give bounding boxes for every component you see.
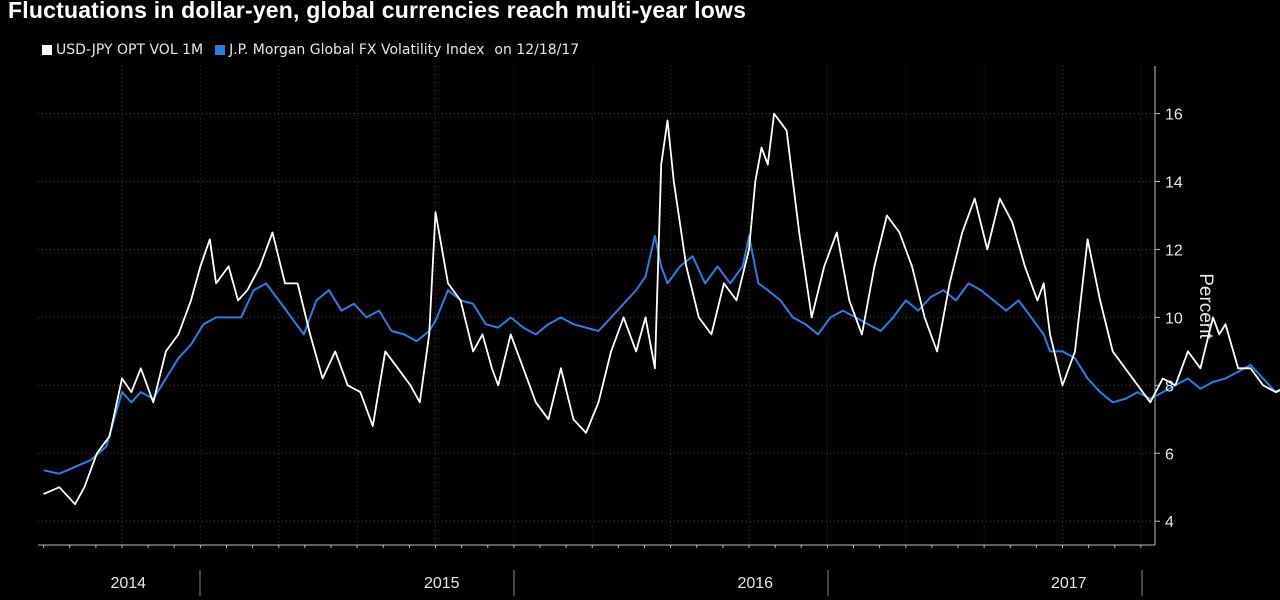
gridlines (38, 66, 1155, 545)
y-tick-label-14: 14 (1165, 175, 1183, 192)
y-tick-label-6: 6 (1165, 446, 1174, 463)
y-axis-title: Percent (1195, 273, 1216, 339)
legend-swatch-blue (215, 45, 226, 55)
legend-swatch-white (42, 45, 52, 55)
series-line-usd-jpy (43, 112, 1280, 506)
axis-labels: 4 6 8 10 12 14 16 2014 2015 2016 2017 Percent (110, 107, 1216, 592)
axes (38, 66, 1160, 596)
y-tick-label-10: 10 (1165, 310, 1183, 327)
legend-item-usd-jpy: USD-JPY OPT VOL 1M (42, 42, 203, 58)
year-label-2016: 2016 (737, 575, 773, 592)
legend-label-usd-jpy: USD-JPY OPT VOL 1M (56, 42, 204, 58)
year-label-2017: 2017 (1051, 575, 1087, 592)
year-label-2014: 2014 (110, 575, 146, 592)
y-tick-label-12: 12 (1165, 242, 1183, 259)
legend-date-note: on 12/18/17 (494, 42, 580, 58)
year-label-2015: 2015 (424, 575, 460, 592)
y-tick-label-8: 8 (1165, 378, 1174, 395)
series-line-jpm-fx (43, 234, 1280, 475)
legend-label-jpm-fx: J.P. Morgan Global FX Volatility Index (229, 42, 485, 58)
y-tick-label-4: 4 (1165, 514, 1174, 531)
series-lines (43, 112, 1280, 506)
chart-title: Fluctuations in dollar-yen, global curre… (8, 0, 747, 23)
legend: USD-JPY OPT VOL 1M J.P. Morgan Global FX… (42, 40, 591, 60)
y-tick-label-16: 16 (1165, 107, 1183, 124)
legend-item-jpm-fx: J.P. Morgan Global FX Volatility Index o… (215, 42, 579, 58)
